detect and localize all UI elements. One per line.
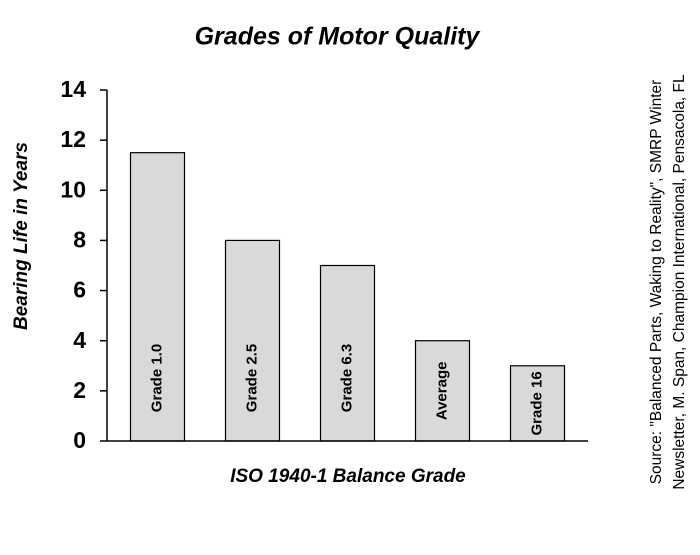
category-label: Average: [433, 362, 450, 421]
y-tick-label: 8: [73, 227, 86, 253]
bar: [509, 365, 566, 442]
bar: [414, 340, 471, 442]
y-tick-label: 6: [73, 277, 86, 303]
bar: [224, 239, 281, 442]
category-label: Grade 2.5: [243, 344, 260, 412]
x-axis-label: ISO 1940-1 Balance Grade: [230, 466, 466, 487]
source-note: Source: "Balanced Parts, Waking to Reali…: [648, 80, 665, 485]
bar: [129, 152, 186, 442]
source-note: Newsletter, M. Span, Champion Internatio…: [671, 74, 688, 490]
y-tick-label: 4: [73, 327, 86, 353]
y-tick-label: 2: [73, 377, 86, 403]
y-tick-label: 0: [73, 427, 86, 453]
y-tick-label: 12: [60, 126, 86, 152]
category-label: Grade 1.0: [148, 344, 165, 412]
y-tick-label: 10: [60, 176, 86, 202]
category-label: Grade 6.3: [338, 344, 355, 412]
category-label: Grade 16: [528, 371, 545, 435]
y-tick-label: 14: [60, 76, 86, 102]
bar: [319, 264, 376, 442]
y-axis-label: Bearing Life in Years: [11, 142, 32, 330]
chart-title: Grades of Motor Quality: [195, 23, 481, 51]
